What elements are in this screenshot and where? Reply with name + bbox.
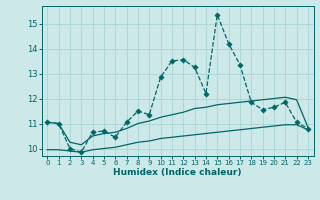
X-axis label: Humidex (Indice chaleur): Humidex (Indice chaleur) <box>113 168 242 177</box>
